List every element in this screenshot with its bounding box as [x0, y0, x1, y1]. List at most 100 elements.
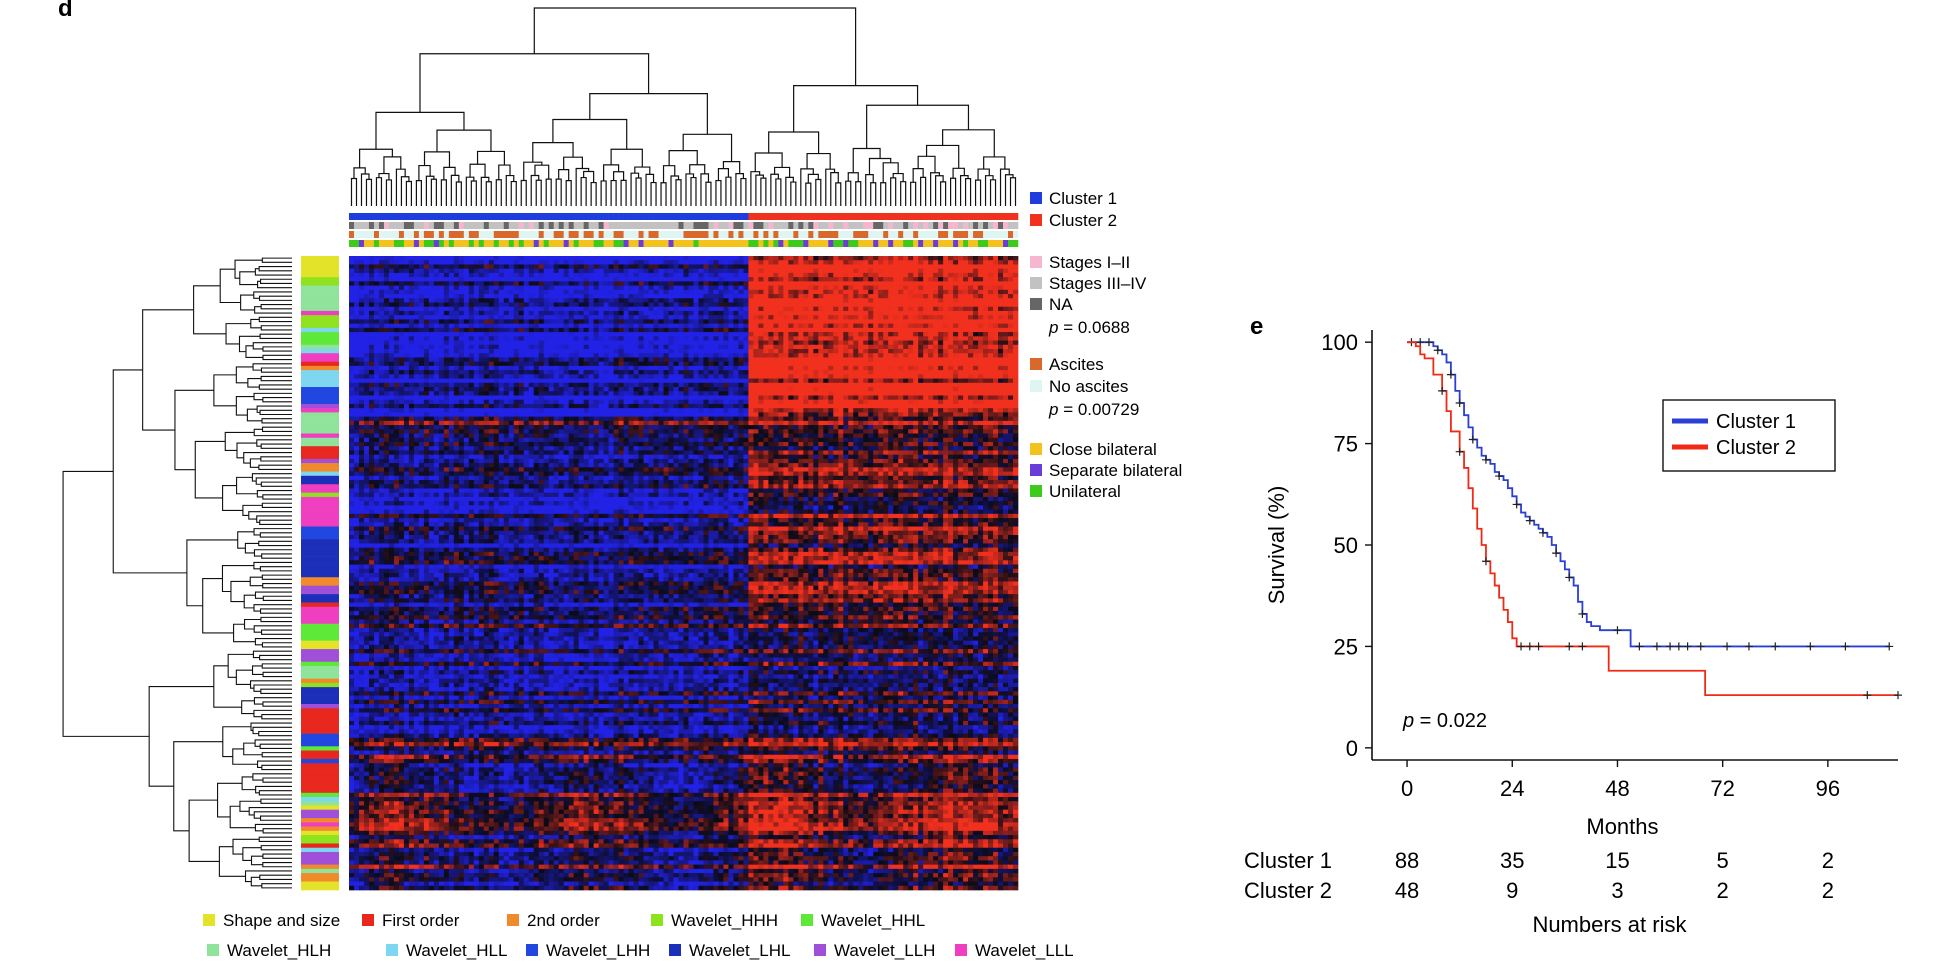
heatmap-cell: [643, 374, 649, 379]
heatmap-cell: [508, 277, 515, 282]
heatmap-cell: [518, 264, 525, 270]
heatmap-cell: [638, 336, 644, 341]
heatmap-cell: [623, 327, 629, 333]
heatmap-cell: [423, 315, 430, 320]
heatmap-cell: [603, 306, 609, 312]
heatmap-cell: [883, 281, 889, 286]
heatmap-cell: [603, 315, 609, 320]
heatmap-cell: [973, 285, 979, 291]
heatmap-cell: [373, 310, 380, 316]
heatmap-cell: [898, 357, 904, 363]
heatmap-cell: [963, 323, 969, 329]
heatmap-cell: [833, 268, 839, 274]
heatmap-cell: [938, 256, 944, 261]
heatmap-cell: [983, 277, 989, 282]
ascites-track-cell: [413, 231, 420, 238]
heatmap-cell: [663, 332, 669, 337]
heatmap-cell: [548, 256, 555, 261]
heatmap-cell: [958, 357, 964, 363]
heatmap-cell: [438, 310, 445, 316]
heatmap-cell: [763, 298, 769, 303]
heatmap-cell: [388, 370, 395, 375]
cluster-track-cell: [858, 213, 864, 220]
heatmap-cell: [848, 268, 854, 274]
heatmap-cell: [693, 289, 699, 295]
heatmap-cell: [743, 281, 749, 286]
heatmap-cell: [713, 353, 719, 358]
heatmap-cell: [708, 319, 714, 324]
heatmap-cell: [503, 382, 510, 388]
feature-track-cell: [301, 378, 339, 384]
heatmap-cell: [548, 277, 555, 282]
heatmap-cell: [349, 378, 355, 384]
heatmap-cell: [993, 289, 999, 295]
cluster-track-cell: [413, 213, 420, 220]
heatmap-cell: [613, 327, 619, 333]
heatmap-cell: [598, 310, 604, 316]
heatmap-cell: [353, 344, 360, 350]
heatmap-cell: [653, 340, 659, 346]
feature-track-cell: [301, 547, 339, 553]
heatmap-cell: [998, 340, 1004, 346]
heatmap-cell: [763, 289, 769, 295]
heatmap-cell: [1003, 315, 1009, 320]
heatmap-cell: [418, 382, 425, 388]
heatmap-cell: [398, 391, 405, 396]
heatmap-cell: [588, 357, 594, 363]
feature-track-cell: [301, 750, 339, 756]
heatmap-cell: [1013, 256, 1019, 261]
heatmap-cell: [608, 285, 614, 291]
heatmap-cell: [903, 344, 909, 350]
heatmap-cell: [938, 378, 944, 384]
heatmap-cell: [498, 353, 505, 358]
heatmap-cell: [448, 323, 455, 329]
heatmap-cell: [458, 256, 465, 261]
heatmap-cell: [538, 302, 545, 308]
heatmap-cell: [933, 353, 939, 358]
heatmap-cell: [493, 327, 500, 333]
heatmap-cell: [773, 302, 779, 308]
heatmap-cell: [368, 260, 375, 265]
heatmap-cell: [888, 298, 894, 303]
heatmap-cell: [668, 256, 674, 261]
heatmap-cell: [918, 306, 924, 312]
heatmap-cell: [568, 260, 575, 265]
cluster-track-cell: [433, 213, 440, 220]
heatmap-cell: [928, 294, 934, 299]
heatmap-cell: [378, 306, 385, 312]
heatmap-cell: [558, 306, 565, 312]
heatmap-cell: [783, 281, 789, 286]
heatmap-cell: [963, 277, 969, 282]
heatmap-cell: [708, 374, 714, 379]
heatmap-cell: [778, 323, 784, 329]
heatmap-cell: [963, 361, 969, 367]
heatmap-cell: [473, 310, 480, 316]
heatmap-cell: [628, 277, 634, 282]
bilateral-track-cell: [968, 240, 974, 247]
heatmap-cell: [678, 319, 684, 324]
heatmap-cell: [528, 260, 535, 265]
heatmap-cell: [958, 340, 964, 346]
heatmap-cell: [898, 294, 904, 299]
heatmap-cell: [528, 378, 535, 384]
heatmap-cell: [533, 340, 540, 346]
heatmap-cell: [623, 357, 629, 363]
heatmap-cell: [918, 370, 924, 375]
heatmap-cell: [498, 332, 505, 337]
bilateral-track-cell: [748, 240, 754, 247]
heatmap-cell: [763, 365, 769, 371]
heatmap-cell: [523, 332, 530, 337]
heatmap-cell: [978, 344, 984, 350]
heatmap-cell: [448, 370, 455, 375]
heatmap-cell: [508, 285, 515, 291]
stage-track-cell: [983, 222, 989, 229]
heatmap-cell: [788, 256, 794, 261]
heatmap-cell: [903, 374, 909, 379]
heatmap-cell: [858, 315, 864, 320]
heatmap-cell: [828, 374, 834, 379]
heatmap-cell: [773, 382, 779, 388]
heatmap-cell: [433, 353, 440, 358]
bilateral-track-cell: [733, 240, 739, 247]
heatmap-cell: [838, 289, 844, 295]
heatmap-cell: [713, 315, 719, 320]
